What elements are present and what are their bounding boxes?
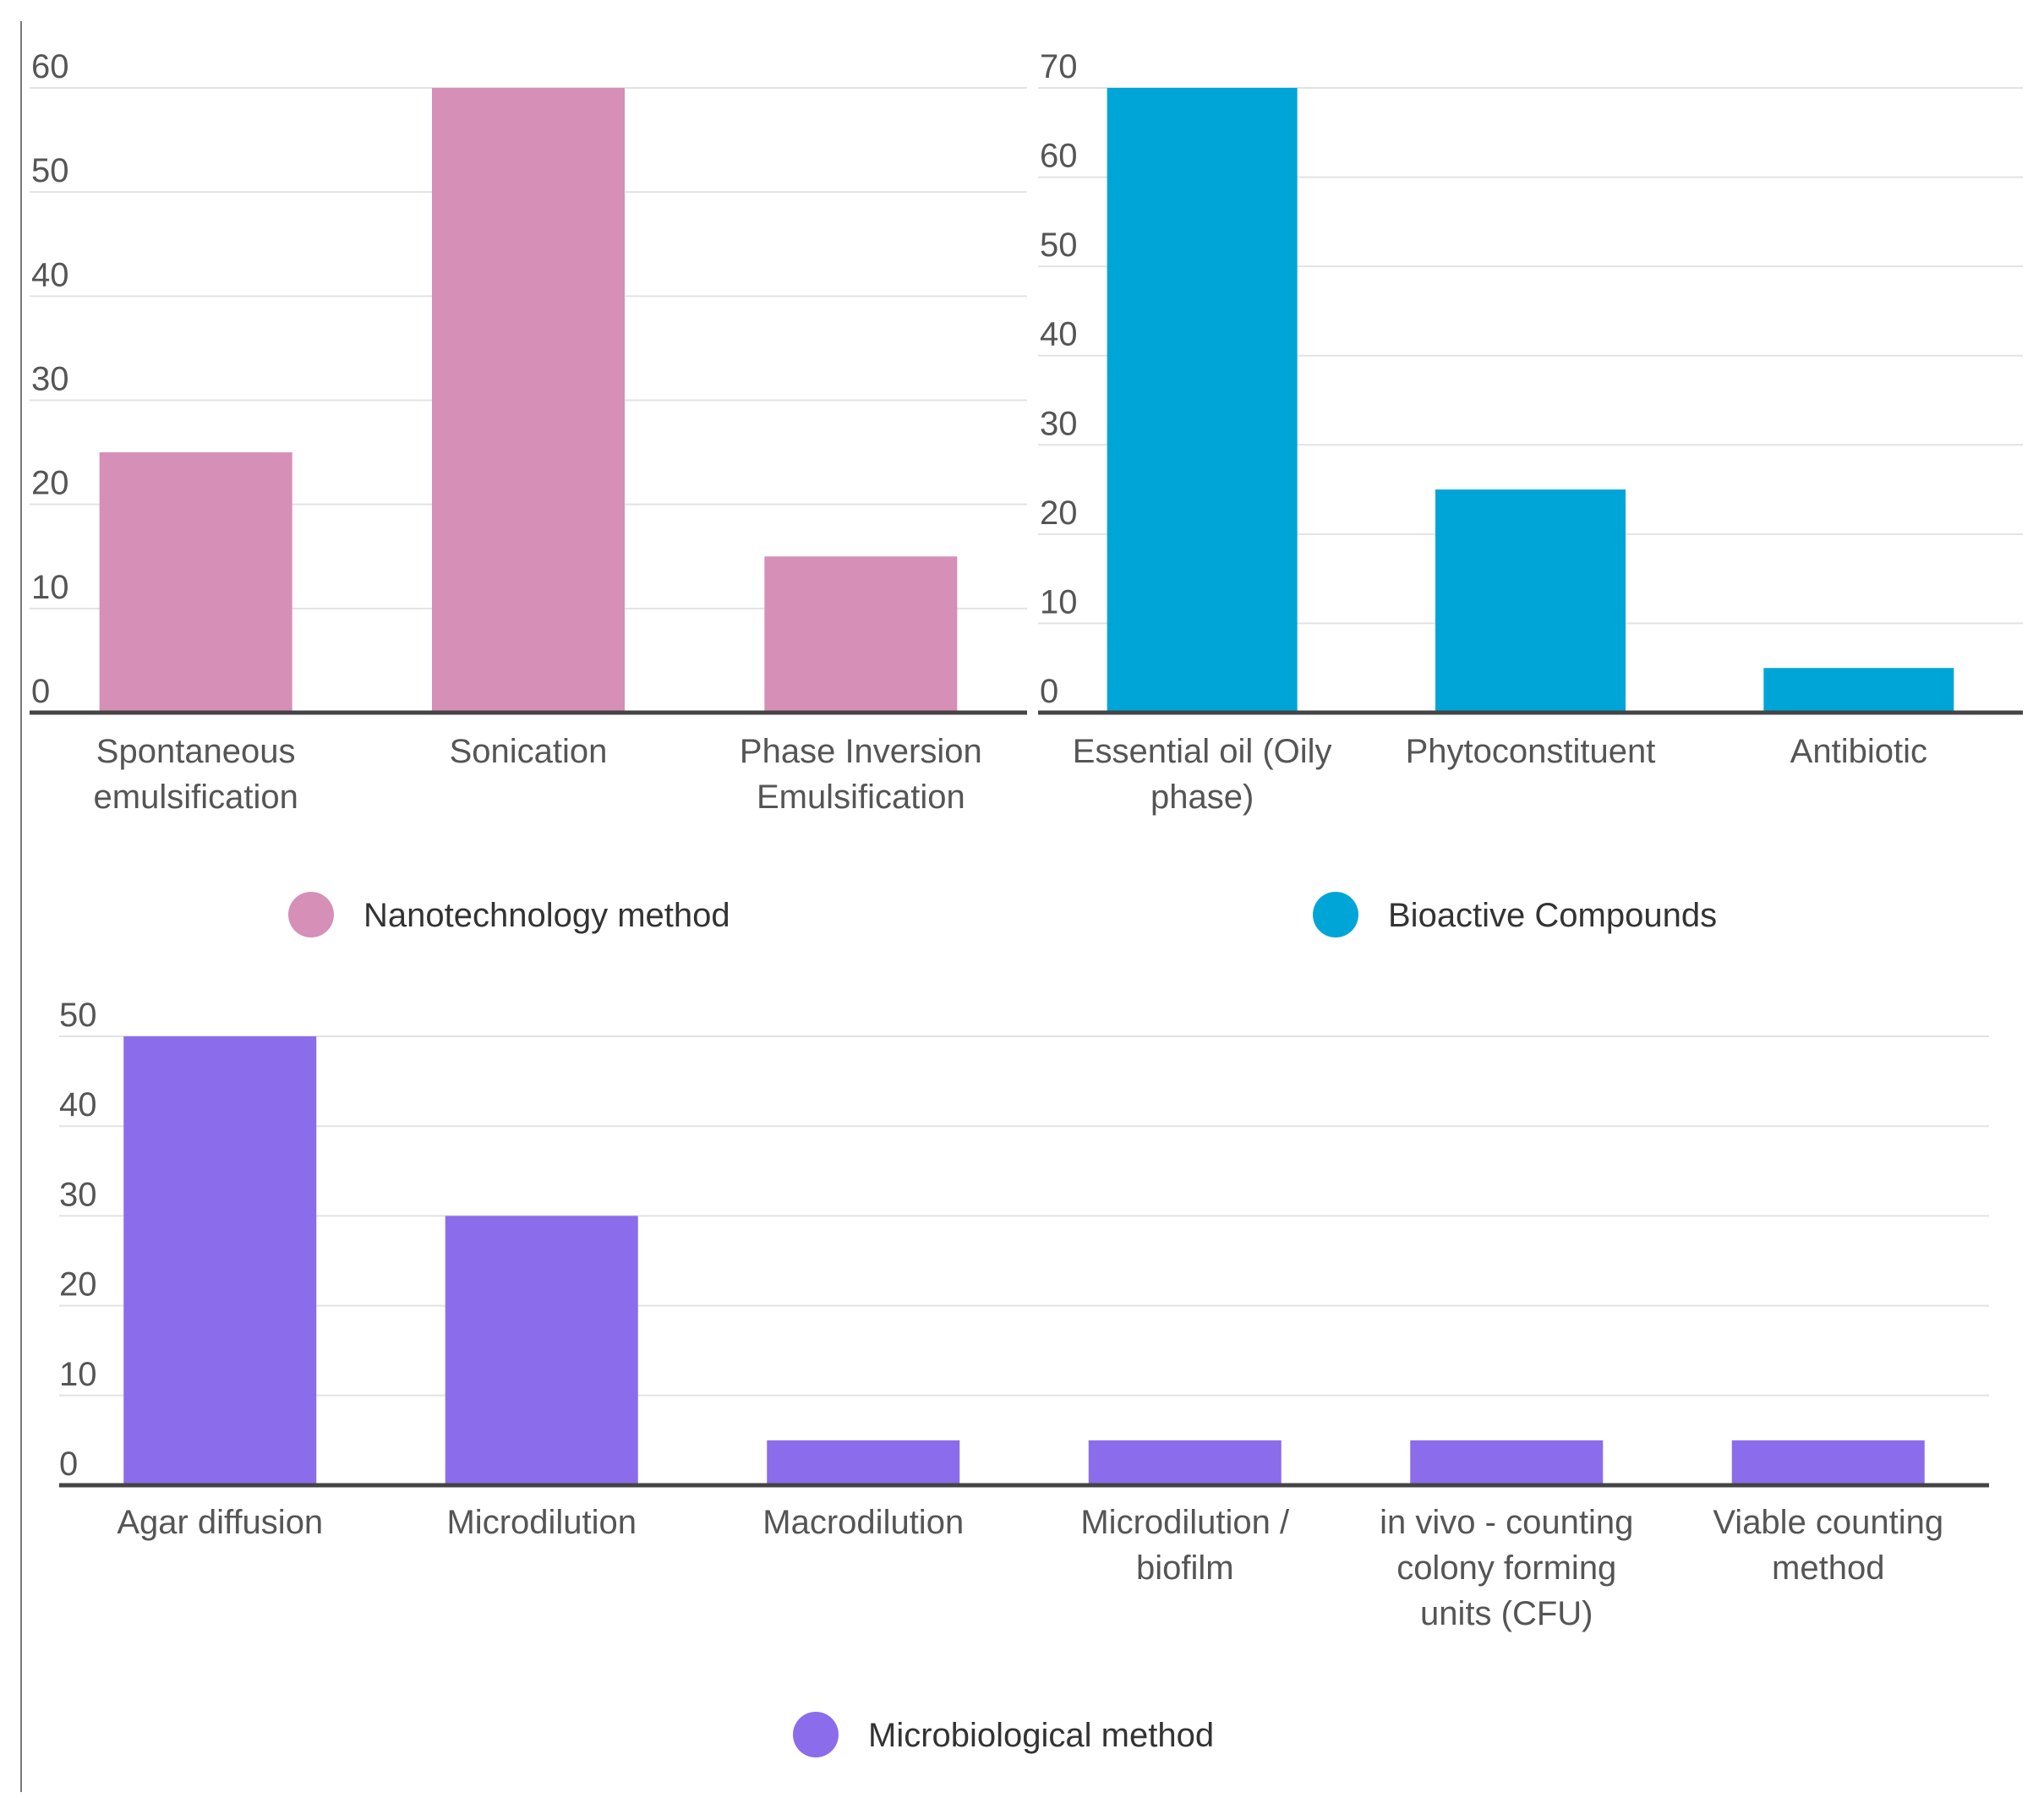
legend-label: Microbiological method (868, 1717, 1214, 1754)
legend-label: Nanotechnology method (363, 897, 730, 934)
y-tick-label: 60 (31, 48, 69, 85)
y-tick-label: 50 (1040, 227, 1078, 264)
x-category-label: Emulsification (757, 779, 965, 816)
y-tick-label: 10 (31, 569, 69, 606)
x-category-label: Viable counting (1713, 1504, 1943, 1541)
x-category-label: units (CFU) (1420, 1595, 1593, 1632)
y-tick-label: 0 (59, 1446, 78, 1483)
bar-macrodilution (767, 1440, 960, 1485)
y-tick-label: 0 (31, 673, 50, 710)
bar-sonication (432, 88, 625, 713)
bar-phytoconstituent (1435, 489, 1626, 713)
bar-microdilution-biofilm (1088, 1440, 1282, 1485)
bar-antibiotic (1763, 668, 1954, 713)
x-category-label: Microdilution (446, 1504, 637, 1541)
x-category-label: Antibiotic (1790, 733, 1927, 770)
y-tick-label: 40 (31, 256, 69, 293)
y-tick-label: 20 (1040, 495, 1078, 532)
y-tick-label: 50 (59, 997, 97, 1034)
y-tick-label: 50 (31, 152, 69, 189)
x-category-label: method (1772, 1549, 1884, 1587)
x-category-label: Phase Inversion (740, 733, 982, 770)
y-tick-label: 20 (31, 465, 69, 502)
y-tick-label: 60 (1040, 138, 1078, 175)
y-tick-label: 0 (1040, 673, 1058, 710)
bioactive-compounds-chart: 0 10 20 30 40 50 60 70 Essential oil (Oily phase)… (1038, 48, 2023, 937)
x-category-label: Macrodilution (762, 1504, 964, 1541)
y-tick-label: 10 (1040, 583, 1078, 620)
y-tick-label: 40 (1040, 316, 1078, 353)
x-category-label: Phytoconstituent (1406, 733, 1656, 770)
y-tick-label: 30 (31, 361, 69, 398)
y-tick-label: 20 (59, 1266, 97, 1303)
x-category-label: in vivo - counting (1380, 1504, 1633, 1541)
x-category-label: Essential oil (Oily (1073, 733, 1332, 770)
bar-in-vivo-counting-colony-forming-units-cfu (1410, 1440, 1604, 1485)
x-category-label: Microdilution / (1080, 1504, 1290, 1541)
y-tick-label: 40 (59, 1086, 97, 1123)
x-category-label: colony forming (1396, 1549, 1616, 1587)
x-category-label: Sonication (450, 733, 608, 770)
bar-phase-inversion-emulsification (764, 556, 958, 713)
bar-viable-counting-method (1731, 1440, 1925, 1485)
bar-agar-diffusion (123, 1036, 317, 1485)
bar-spontaneous-emulsification (99, 452, 292, 713)
x-category-label: Spontaneous (96, 733, 296, 770)
x-category-label: Agar diffusion (117, 1504, 323, 1541)
x-category-label: emulsification (94, 779, 298, 816)
x-category-label: biofilm (1136, 1549, 1234, 1587)
legend-swatch (1313, 892, 1358, 937)
y-tick-label: 70 (1040, 48, 1078, 85)
x-category-label: phase) (1150, 779, 1254, 816)
microbiological-method-chart: 0 10 20 30 40 50 Agar diffusion Microdilution Ma… (59, 997, 1989, 1757)
y-tick-label: 10 (59, 1356, 97, 1393)
y-tick-label: 30 (59, 1176, 97, 1213)
legend-swatch (288, 892, 334, 937)
y-tick-label: 30 (1040, 405, 1078, 442)
bar-microdilution (445, 1216, 638, 1485)
bar-essential-oil-oily-phase (1107, 88, 1298, 713)
nanotechnology-method-chart: 0 10 20 30 40 50 60 Spontaneous emulsification So… (30, 48, 1027, 937)
legend-swatch (793, 1712, 839, 1757)
legend-label: Bioactive Compounds (1388, 897, 1717, 934)
